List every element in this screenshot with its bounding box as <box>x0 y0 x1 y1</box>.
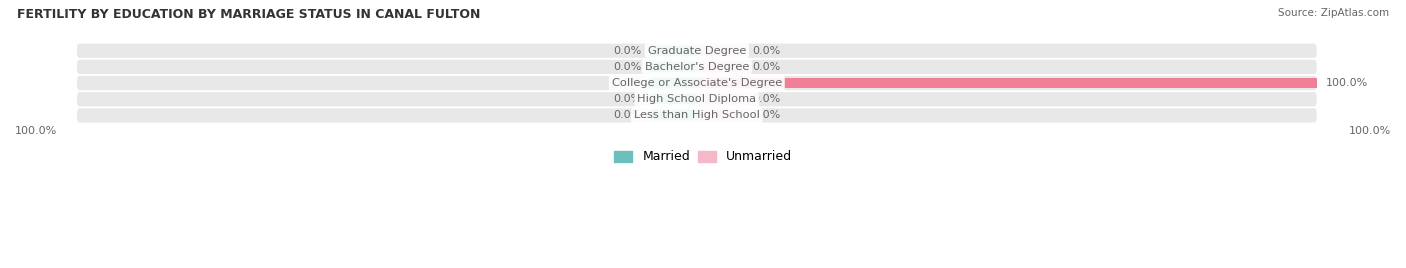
FancyBboxPatch shape <box>77 92 1316 106</box>
Legend: Married, Unmarried: Married, Unmarried <box>613 150 793 163</box>
Bar <box>651 46 697 56</box>
Bar <box>697 78 1316 88</box>
FancyBboxPatch shape <box>77 76 1316 90</box>
Text: Source: ZipAtlas.com: Source: ZipAtlas.com <box>1278 8 1389 18</box>
Bar <box>697 62 744 72</box>
Text: 0.0%: 0.0% <box>613 62 641 72</box>
Text: FERTILITY BY EDUCATION BY MARRIAGE STATUS IN CANAL FULTON: FERTILITY BY EDUCATION BY MARRIAGE STATU… <box>17 8 481 21</box>
Bar <box>651 62 697 72</box>
Bar <box>697 46 744 56</box>
Text: 0.0%: 0.0% <box>613 110 641 120</box>
Text: 100.0%: 100.0% <box>1326 78 1368 88</box>
Text: Graduate Degree: Graduate Degree <box>648 46 747 56</box>
FancyBboxPatch shape <box>77 44 1316 58</box>
Text: High School Diploma: High School Diploma <box>637 94 756 104</box>
Text: College or Associate's Degree: College or Associate's Degree <box>612 78 782 88</box>
Text: 100.0%: 100.0% <box>1348 126 1391 136</box>
Text: 0.0%: 0.0% <box>613 78 641 88</box>
Text: 0.0%: 0.0% <box>613 46 641 56</box>
Bar <box>651 110 697 120</box>
Bar <box>697 110 744 120</box>
Text: 0.0%: 0.0% <box>613 94 641 104</box>
Text: 0.0%: 0.0% <box>752 62 780 72</box>
Text: 0.0%: 0.0% <box>752 110 780 120</box>
Text: Less than High School: Less than High School <box>634 110 759 120</box>
Text: 0.0%: 0.0% <box>752 46 780 56</box>
FancyBboxPatch shape <box>77 60 1316 74</box>
Text: Bachelor's Degree: Bachelor's Degree <box>644 62 749 72</box>
Text: 0.0%: 0.0% <box>752 94 780 104</box>
FancyBboxPatch shape <box>77 108 1316 122</box>
Bar <box>651 78 697 88</box>
Bar <box>651 94 697 104</box>
Bar <box>697 94 744 104</box>
Text: 100.0%: 100.0% <box>15 126 58 136</box>
